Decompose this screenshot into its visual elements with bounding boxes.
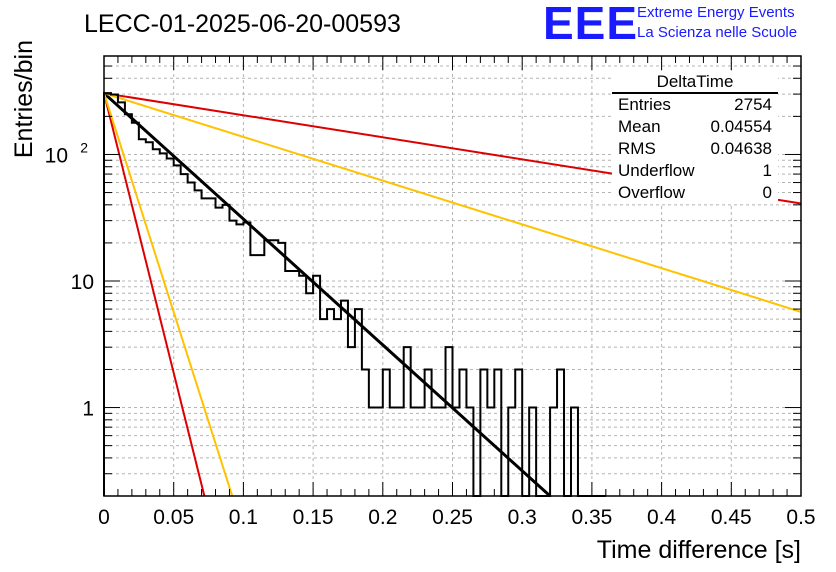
stats-row-underflow: Underflow 1 [612,160,778,182]
curve-steep-yellow [103,92,234,497]
x-tick-label: 0.5 [786,506,815,529]
x-tick-label: 0.25 [432,506,473,529]
stats-value: 0.04638 [710,139,772,158]
x-axis-label: Time difference [s] [597,536,801,564]
stats-label: Mean [618,117,661,136]
x-tick-label: 0.15 [293,506,334,529]
x-tick-label: 0 [98,506,110,529]
stats-value: 0 [762,183,772,202]
y-tick-label-exponent: 2 [80,139,88,155]
eee-logo: EEE [543,0,639,49]
logo-line-2: La Scienza nelle Scuole [637,24,798,41]
x-tick-label: 0.1 [229,506,258,529]
y-tick-label: 10 [71,271,94,294]
run-title: LECC-01-2025-06-20-00593 [84,10,401,38]
stats-value: 1 [762,161,772,180]
curve-upper-yellow [103,92,802,313]
logo-line-1: Extreme Energy Events [637,4,795,21]
y-tick-label: 1 [82,398,94,421]
stats-row-overflow: Overflow 0 [612,182,778,204]
stats-row-entries: Entries 2754 [612,94,778,116]
x-tick-label: 0.3 [508,506,537,529]
x-tick-label: 0.35 [571,506,612,529]
histogram-deltatime [103,92,606,497]
x-tick-label: 0.05 [153,506,194,529]
curve-steep-red [103,92,206,497]
stats-label: RMS [618,139,656,158]
stats-label: Entries [618,95,671,114]
stats-label: Underflow [618,161,695,180]
y-axis-label: Entries/bin [10,40,38,158]
y-tick-label: 10 [45,144,68,167]
stats-value: 2754 [734,95,772,114]
stats-row-rms: RMS 0.04638 [612,138,778,160]
stats-label: Overflow [618,183,686,202]
stats-value: 0.04554 [710,117,772,136]
stats-title: DeltaTime [612,72,778,94]
x-tick-label: 0.45 [711,506,752,529]
x-tick-label: 0.4 [647,506,677,529]
stats-row-mean: Mean 0.04554 [612,116,778,138]
x-tick-label: 0.2 [368,506,397,529]
curve-fit [102,92,552,498]
stats-box: DeltaTime Entries 2754 Mean 0.04554 RMS … [612,72,778,204]
